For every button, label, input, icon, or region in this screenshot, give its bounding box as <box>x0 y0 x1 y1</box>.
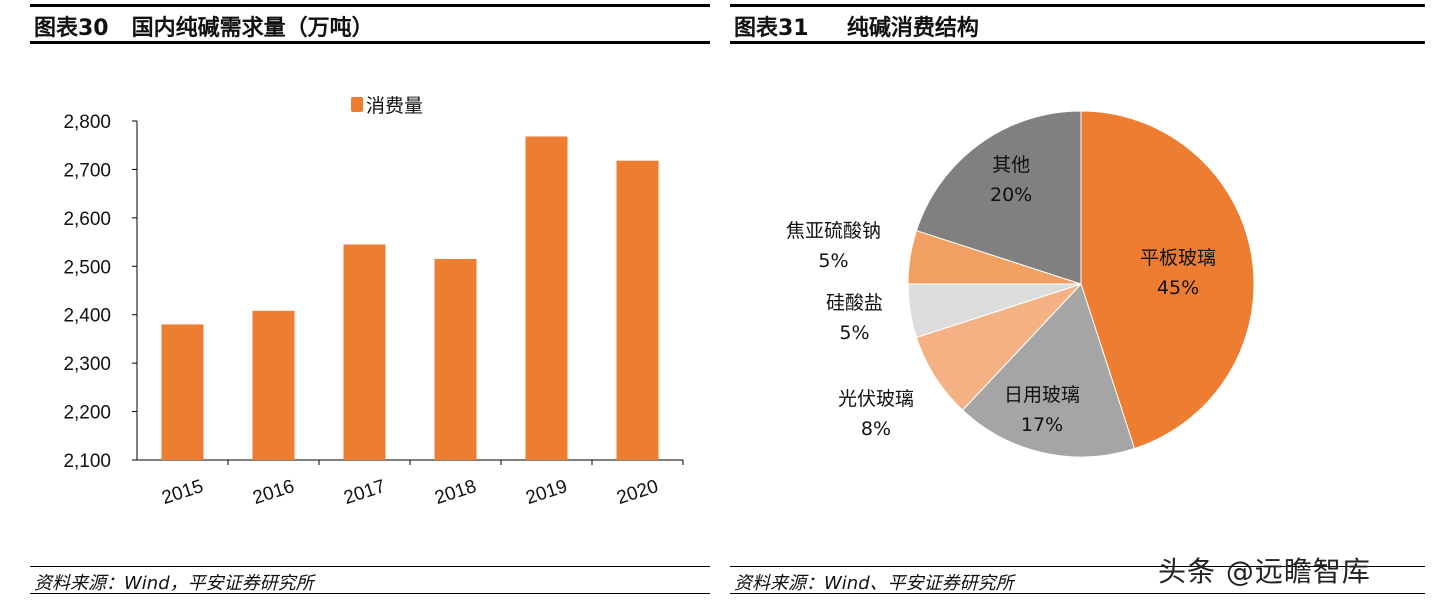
pie-slice-其他 <box>915 110 1082 285</box>
source-note: 资料来源：Wind、平安证券研究所 <box>734 573 1014 594</box>
source-rule <box>730 566 1425 567</box>
pie-label-other: 其他 20% <box>990 154 1033 206</box>
x-tick-label: 2016 <box>250 476 297 509</box>
y-tick-label: 2,100 <box>63 451 111 472</box>
chart-title: 图表30 国内纯碱需求量（万吨） <box>34 16 374 41</box>
x-tick-label: 2019 <box>523 476 570 509</box>
x-tick-label: 2018 <box>432 476 479 509</box>
bottom-rule <box>30 593 710 594</box>
pie-slice-日用玻璃 <box>961 283 1136 458</box>
y-tick-label: 2,300 <box>63 354 111 375</box>
watermark: 头条 @远瞻智库 <box>1158 555 1371 588</box>
pie-label-daily-glass: 日用玻璃 17% <box>1004 384 1081 436</box>
pie-label-silicate: 硅酸盐 5% <box>826 292 884 344</box>
x-tick-label: 2015 <box>159 476 206 509</box>
bottom-rule <box>730 593 1425 594</box>
source-note: 资料来源：Wind，平安证券研究所 <box>34 573 314 594</box>
top-rule <box>730 4 1425 7</box>
bar-2017 <box>343 244 386 460</box>
pie-label-pv-glass: 光伏玻璃 8% <box>838 388 915 440</box>
top-rule <box>30 4 710 7</box>
bar-2020 <box>616 160 659 460</box>
y-tick-label: 2,700 <box>63 160 111 181</box>
bar-2016 <box>252 310 295 460</box>
left-panel: 图表30 国内纯碱需求量（万吨） 资料来源：Wind，平安证券研究所 <box>30 0 710 605</box>
pie-label-flat-glass: 平板玻璃 45% <box>1140 247 1217 299</box>
title-rule <box>30 41 710 44</box>
pie-slice-平板玻璃 <box>1080 110 1255 450</box>
x-tick-label: 2017 <box>341 476 388 509</box>
right-panel: 图表31 纯碱消费结构 资料来源：Wind、平安证券研究所 <box>730 0 1425 605</box>
bar-2015 <box>161 324 204 460</box>
bar-2018 <box>434 259 477 460</box>
chart-title: 图表31 纯碱消费结构 <box>734 16 979 41</box>
y-tick-label: 2,600 <box>63 209 111 230</box>
y-tick-label: 2,200 <box>63 403 111 424</box>
y-tick-label: 2,800 <box>63 112 111 133</box>
x-tick-label: 2020 <box>614 476 661 509</box>
legend-label: 消费量 <box>366 95 423 117</box>
bar-2019 <box>525 136 568 461</box>
y-tick-label: 2,500 <box>63 257 111 278</box>
pie-label-sodium-metabisulfite: 焦亚硫酸钠 5% <box>786 220 882 272</box>
title-rule <box>730 41 1425 44</box>
legend-swatch <box>351 97 363 112</box>
y-tick-label: 2,400 <box>63 306 111 327</box>
source-rule <box>30 566 710 567</box>
